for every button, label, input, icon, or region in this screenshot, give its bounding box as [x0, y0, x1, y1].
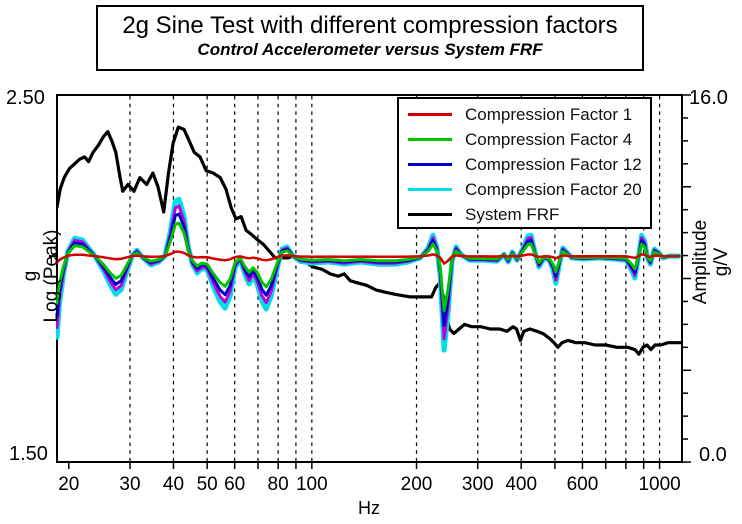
x-tick-label: 100 — [295, 474, 328, 495]
legend-label: Compression Factor 1 — [465, 104, 633, 124]
x-tick-label: 20 — [58, 474, 80, 495]
x-tick-label: 300 — [461, 474, 494, 495]
x-tick-label: 30 — [119, 474, 141, 495]
x-tick-label: 40 — [162, 474, 185, 495]
y-right-top-tick-label: 16.0 — [689, 87, 728, 109]
x-tick-label: 50 — [196, 474, 218, 495]
legend-row: Compression Factor 4 — [399, 127, 650, 152]
legend-row: Compression Factor 1 — [399, 102, 650, 127]
y-left-bottom-tick-label: 1.50 — [9, 443, 48, 465]
chart-title-box: 2g Sine Test with different compression … — [96, 5, 644, 71]
x-tick-label: 1000 — [638, 474, 681, 495]
y-right-bottom-tick-label: 0.0 — [699, 444, 727, 466]
legend-line-swatch — [408, 138, 452, 141]
legend-line-swatch — [408, 163, 452, 166]
chart-subtitle: Control Accelerometer versus System FRF — [197, 40, 543, 59]
y-left-axis-text: Log (Peak) — [41, 229, 62, 323]
legend-row: System FRF — [399, 202, 650, 227]
legend-line-swatch — [408, 213, 452, 216]
legend-row: Compression Factor 20 — [399, 177, 650, 202]
legend-label: System FRF — [465, 204, 560, 224]
legend: Compression Factor 1 Compression Factor 4… — [397, 97, 652, 229]
x-tick-label: 60 — [224, 474, 246, 495]
y-left-axis-unit: g — [20, 270, 41, 282]
legend-label: Compression Factor 20 — [465, 179, 642, 199]
x-tick-label: 400 — [505, 474, 538, 495]
legend-label: Compression Factor 12 — [465, 154, 642, 174]
y-right-axis-text: Amplitude — [690, 219, 711, 305]
y-right-axis-label: Amplitude g/V — [690, 220, 732, 305]
legend-label: Compression Factor 4 — [465, 129, 633, 149]
x-tick-label: 200 — [400, 474, 433, 495]
y-left-top-tick-label: 2.50 — [6, 87, 45, 109]
y-left-axis-label: g Log (Peak) — [20, 230, 62, 323]
x-tick-label: 600 — [566, 474, 599, 495]
chart-title: 2g Sine Test with different compression … — [122, 12, 618, 39]
series-curve — [56, 212, 681, 328]
y-right-axis-unit: g/V — [711, 247, 732, 277]
x-axis-label: Hz — [358, 498, 380, 518]
series-curve — [56, 125, 683, 356]
legend-line-swatch — [408, 188, 452, 191]
series-curve — [56, 250, 681, 265]
legend-line-swatch — [408, 113, 452, 116]
x-tick-label: 80 — [267, 474, 289, 495]
legend-row: Compression Factor 12 — [399, 152, 650, 177]
